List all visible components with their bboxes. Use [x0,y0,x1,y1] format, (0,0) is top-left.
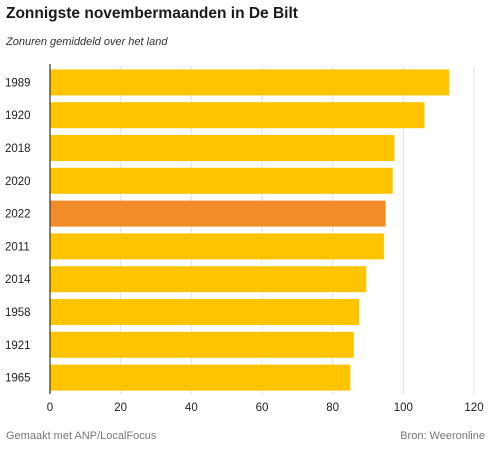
x-tick-label: 20 [114,402,127,414]
bar-2022 [50,200,386,227]
x-tick-label: 60 [256,402,269,414]
chart-title: Zonnigste novembermaanden in De Bilt [6,5,298,22]
category-label: 2014 [5,274,31,286]
bar-1989 [50,69,450,96]
credit-text: Gemaakt met ANP/LocalFocus [6,430,157,442]
x-tick-label: 120 [464,402,483,414]
bar-1920 [50,102,425,129]
bar-1921 [50,331,354,358]
category-label: 2020 [5,176,31,188]
bar-2018 [50,135,395,161]
bar-2014 [50,266,367,293]
category-label: 1989 [5,77,31,89]
category-label: 1965 [5,373,31,385]
bar-2011 [50,233,384,260]
bar-1965 [50,364,351,391]
source-text: Bron: Weeronline [400,430,485,442]
category-label: 1920 [5,110,31,122]
chart-subtitle: Zonuren gemiddeld over het land [6,36,168,48]
x-tick-label: 100 [394,402,413,414]
category-label: 1958 [5,307,31,319]
bar-2020 [50,167,393,194]
category-label: 1921 [5,340,31,352]
category-label: 2018 [5,143,31,155]
x-tick-label: 0 [47,402,53,414]
x-tick-label: 40 [185,402,198,414]
category-label: 2011 [5,241,30,253]
bar-1958 [50,299,360,325]
x-tick-label: 80 [326,402,339,414]
category-label: 2022 [5,209,31,221]
